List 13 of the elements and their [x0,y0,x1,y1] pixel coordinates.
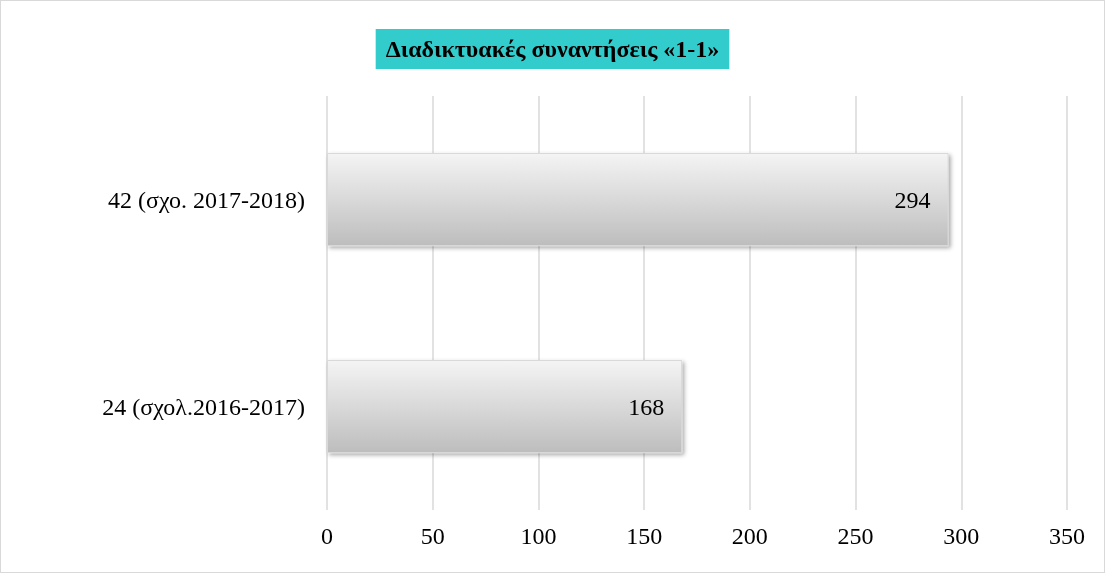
y-tick-label: 42 (σχο. 2017-2018) [107,186,305,213]
x-tick-label: 350 [1049,523,1085,549]
x-tick-label: 300 [943,523,980,549]
y-tick-label: 24 (σχολ.2016-2017) [102,393,305,420]
data-label: 168 [628,393,665,420]
chart-title: Διαδικτυακές συναντήσεις «1-1» [385,36,720,62]
data-label: 294 [894,186,931,213]
x-tick-label: 250 [837,523,874,549]
x-tick-label: 200 [731,523,768,549]
x-tick-label: 50 [420,523,445,549]
x-tick-label: 150 [626,523,663,549]
x-tick-label: 0 [321,523,333,549]
x-tick-label: 100 [520,523,557,549]
